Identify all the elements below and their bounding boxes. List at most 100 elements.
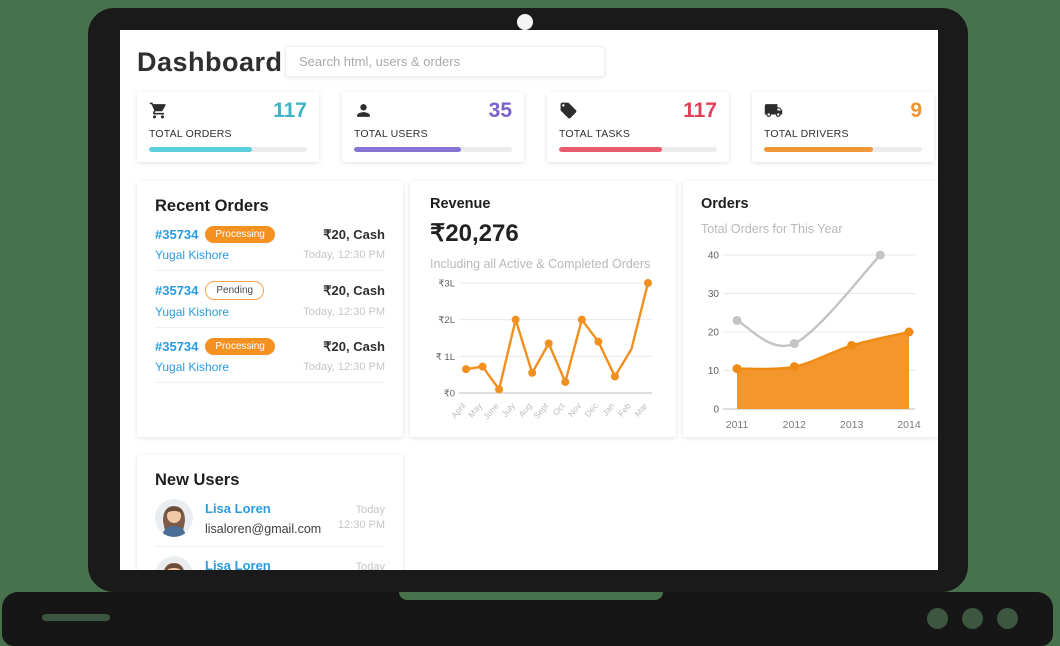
status-badge: Processing: [205, 226, 275, 243]
svg-text:Nov: Nov: [566, 400, 584, 419]
svg-text:July: July: [500, 400, 518, 419]
revenue-panel: Revenue ₹20,276 Including all Active & C…: [410, 181, 676, 437]
stat-card-total-tasks: 117 TOTAL TASKS: [547, 92, 729, 162]
dashboard-screen: Dashboard 117 TOTAL ORDERS 3: [120, 30, 938, 570]
svg-text:April: April: [449, 401, 468, 421]
user-icon: [354, 101, 373, 125]
laptop-base: [2, 592, 1053, 646]
order-customer-link[interactable]: Yugal Kishore: [155, 305, 230, 319]
svg-text:₹ 1L: ₹ 1L: [436, 352, 455, 363]
revenue-total: ₹20,276: [430, 220, 519, 247]
orders-chart: 0 10 20 30 40 2011 2012 2013 2014: [708, 250, 921, 431]
order-row: #35734 Pending ₹20, Cash Yugal Kishore T…: [155, 271, 385, 328]
stat-progress-track: [354, 147, 512, 152]
orders-panel: Orders Total Orders for This Year 0 10 20 3…: [683, 181, 938, 437]
recent-orders-panel: Recent Orders #35734 Processing ₹20, Cas…: [137, 181, 403, 437]
panel-title: Recent Orders: [155, 197, 269, 215]
user-time: 12:30 PM: [337, 519, 385, 531]
svg-text:0: 0: [713, 405, 719, 416]
user-name-link[interactable]: Lisa Loren: [205, 558, 271, 570]
stat-progress-track: [764, 147, 922, 152]
order-row: #35734 Processing ₹20, Cash Yugal Kishor…: [155, 216, 385, 271]
svg-text:2013: 2013: [840, 419, 864, 431]
order-amount: ₹20, Cash: [323, 226, 385, 242]
stat-label: TOTAL USERS: [354, 128, 428, 140]
stat-progress-track: [559, 147, 717, 152]
order-time: Today, 12:30 PM: [303, 249, 385, 261]
truck-icon: [764, 101, 783, 125]
svg-text:2014: 2014: [897, 419, 921, 431]
new-users-panel: New Users Lisa Loren lisaloren@gmail.com…: [137, 455, 403, 570]
stat-progress-track: [149, 147, 307, 152]
stat-label: TOTAL DRIVERS: [764, 128, 849, 140]
svg-text:2012: 2012: [783, 419, 807, 431]
status-badge: Pending: [205, 281, 265, 300]
stat-progress-fill: [764, 147, 874, 152]
user-row: Lisa Loren lisaloren@gmail.com Today 12:…: [155, 547, 385, 570]
laptop-button: [962, 608, 983, 629]
order-amount: ₹20, Cash: [323, 282, 385, 298]
panel-title: New Users: [155, 471, 240, 489]
svg-text:Jan: Jan: [600, 401, 617, 418]
order-id-link[interactable]: #35734: [155, 227, 199, 242]
order-customer-link[interactable]: Yugal Kishore: [155, 360, 230, 374]
order-time: Today, 12:30 PM: [303, 306, 385, 318]
svg-text:₹3L: ₹3L: [438, 279, 455, 290]
svg-text:Mar: Mar: [632, 401, 649, 419]
svg-text:10: 10: [708, 366, 720, 377]
order-id-link[interactable]: #35734: [155, 339, 199, 354]
laptop-slot: [42, 614, 110, 621]
stat-value: 35: [488, 99, 512, 122]
stat-card-total-users: 35 TOTAL USERS: [342, 92, 524, 162]
user-date: Today: [355, 504, 385, 516]
stat-label: TOTAL ORDERS: [149, 128, 232, 140]
stat-progress-fill: [559, 147, 662, 152]
stat-cards-row: 117 TOTAL ORDERS 35 TOTAL USERS: [137, 92, 937, 162]
svg-text:Feb: Feb: [616, 401, 633, 419]
user-row: Lisa Loren lisaloren@gmail.com Today 12:…: [155, 490, 385, 547]
laptop-button: [927, 608, 948, 629]
stat-value: 117: [273, 99, 307, 122]
panel-title: Revenue: [430, 196, 491, 212]
user-date: Today: [355, 561, 385, 570]
svg-text:2011: 2011: [726, 419, 749, 431]
search-input[interactable]: [285, 46, 605, 77]
panel-title: Orders: [701, 196, 749, 212]
laptop-button: [997, 608, 1018, 629]
user-email: lisaloren@gmail.com: [205, 522, 322, 536]
stat-card-total-orders: 117 TOTAL ORDERS: [137, 92, 319, 162]
laptop-latch-notch: [399, 592, 663, 600]
svg-text:Sept: Sept: [531, 400, 550, 420]
svg-text:40: 40: [708, 251, 720, 262]
revenue-subtitle: Including all Active & Completed Orders: [430, 257, 651, 271]
stat-progress-fill: [149, 147, 252, 152]
svg-text:₹2L: ₹2L: [438, 315, 455, 326]
svg-text:June: June: [481, 401, 501, 422]
cart-icon: [149, 101, 168, 125]
stat-progress-fill: [354, 147, 462, 152]
tag-icon: [559, 101, 578, 125]
svg-text:30: 30: [708, 289, 720, 300]
orders-subtitle: Total Orders for This Year: [701, 222, 843, 236]
stat-label: TOTAL TASKS: [559, 128, 631, 140]
stat-value: 117: [683, 99, 717, 122]
order-row: #35734 Processing ₹20, Cash Yugal Kishor…: [155, 328, 385, 383]
order-time: Today, 12:30 PM: [303, 361, 385, 373]
order-amount: ₹20, Cash: [323, 338, 385, 354]
user-avatar: [155, 556, 193, 570]
user-avatar: [155, 499, 193, 537]
order-customer-link[interactable]: Yugal Kishore: [155, 248, 230, 262]
svg-text:₹0: ₹0: [444, 389, 455, 400]
svg-text:Dec: Dec: [583, 400, 601, 419]
user-name-link[interactable]: Lisa Loren: [205, 501, 271, 516]
laptop-camera-dot: [517, 14, 533, 30]
svg-text:Aug: Aug: [516, 401, 534, 419]
order-id-link[interactable]: #35734: [155, 283, 199, 298]
page-title: Dashboard: [137, 47, 283, 77]
svg-text:20: 20: [708, 328, 720, 339]
stat-value: 9: [910, 99, 922, 122]
status-badge: Processing: [205, 338, 275, 355]
svg-text:Oct: Oct: [551, 400, 568, 417]
